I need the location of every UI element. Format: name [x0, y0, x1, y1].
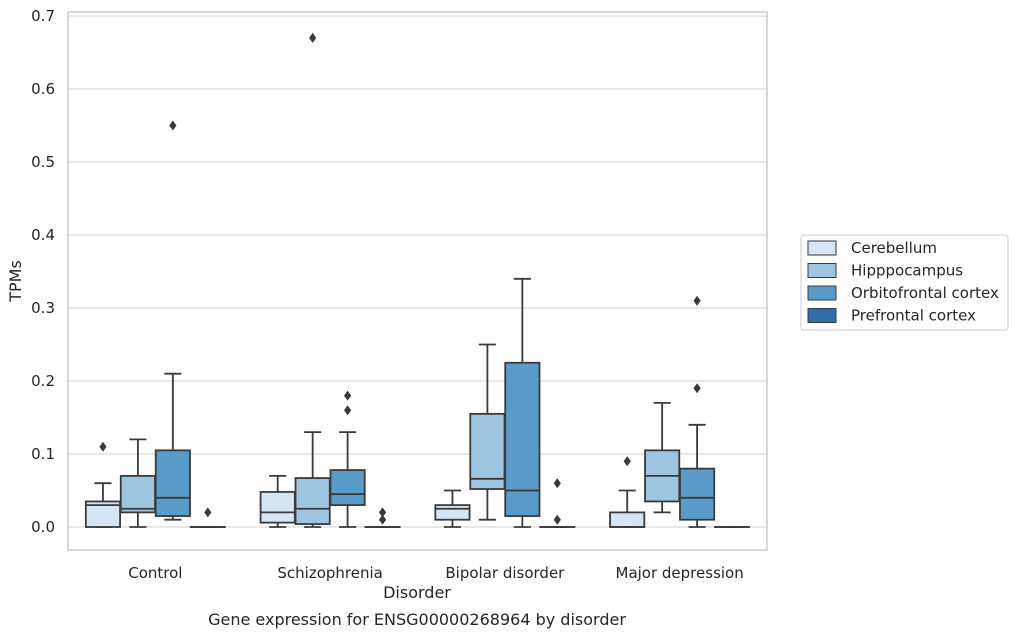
box-orbitofrontal-cortex [329, 390, 366, 528]
outlier-point [344, 405, 352, 416]
x-tick-label: Bipolar disorder [445, 564, 565, 582]
y-tick-label: 0.4 [31, 226, 55, 244]
y-tick-label: 0.3 [31, 299, 55, 317]
box-orbitofrontal-cortex [504, 277, 541, 528]
legend-label: Hipppocampus [851, 262, 963, 280]
outlier-point [99, 441, 107, 452]
outlier-point [693, 295, 701, 306]
legend: Cerebellum Hipppocampus Orbitofrontal cort… [800, 234, 1009, 331]
box-prefrontal-cortex [539, 478, 576, 528]
outlier-point [693, 383, 701, 394]
outlier-point [344, 390, 352, 401]
legend-swatch [807, 285, 837, 301]
box-body [329, 469, 366, 506]
box-body [154, 449, 191, 517]
box-body [259, 491, 296, 524]
x-tick-labels: Control Schizophrenia Bipolar disorder Majo… [128, 564, 743, 582]
legend-swatch [807, 240, 837, 256]
y-tick-label: 0.7 [31, 7, 55, 25]
legend-frame [800, 234, 1009, 331]
box-body [609, 511, 646, 528]
legend-swatch [807, 263, 837, 278]
outlier-point [309, 32, 317, 43]
box-hipppocampus [294, 32, 331, 528]
box-prefrontal-cortex [189, 507, 226, 528]
y-tick-label: 0.0 [31, 518, 55, 536]
box-cerebellum [84, 441, 121, 528]
outlier-point [204, 507, 212, 518]
box-prefrontal-cortex [364, 507, 401, 528]
y-tick-label: 0.1 [31, 445, 55, 463]
box-orbitofrontal-cortex [154, 120, 191, 521]
box-hipppocampus [119, 438, 156, 528]
plot-area-frame [67, 11, 768, 551]
x-tick-label: Major depression [616, 564, 744, 582]
outlier-point [623, 456, 631, 467]
y-tick-label: 0.6 [31, 80, 55, 98]
y-axis-label: TPMs [6, 260, 25, 303]
y-tick-label: 0.2 [31, 372, 55, 390]
legend-swatch [807, 308, 837, 323]
outlier-point [553, 478, 561, 489]
box-hipppocampus [644, 401, 681, 514]
legend-label: Orbitofrontal cortex [851, 284, 999, 302]
box-cerebellum [434, 489, 471, 528]
outlier-point [553, 514, 561, 525]
box-hipppocampus [469, 343, 506, 521]
legend-label: Cerebellum [851, 239, 937, 257]
box-cerebellum [259, 474, 296, 528]
boxes [84, 32, 751, 528]
box-orbitofrontal-cortex [679, 295, 716, 528]
box-body [469, 412, 506, 490]
y-tick-label: 0.5 [31, 153, 55, 171]
x-axis-label: Disorder [383, 583, 451, 602]
box-body [679, 467, 716, 521]
x-tick-label: Schizophrenia [277, 564, 382, 582]
y-tick-labels: 0.0 0.1 0.2 0.3 0.4 0.5 0.6 0.7 [31, 7, 55, 536]
legend-label: Prefrontal cortex [851, 307, 976, 325]
outlier-point [378, 507, 387, 518]
box-cerebellum [609, 456, 646, 528]
box-body [119, 474, 156, 514]
x-tick-label: Control [128, 564, 182, 582]
outlier-point [169, 120, 177, 131]
box-body [294, 477, 331, 525]
outlier-point [378, 514, 387, 525]
box-body [434, 504, 471, 521]
chart-caption: Gene expression for ENSG00000268964 by d… [208, 610, 626, 629]
box-body [504, 361, 541, 517]
